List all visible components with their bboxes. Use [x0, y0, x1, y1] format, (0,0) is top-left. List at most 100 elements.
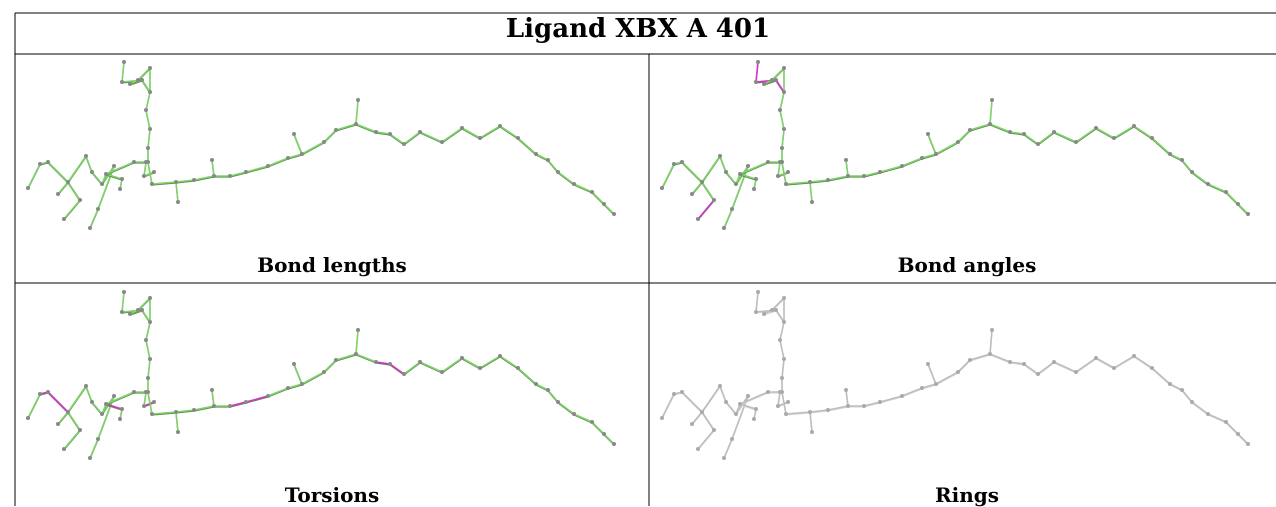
atom [696, 447, 700, 451]
bond [355, 99, 359, 125]
bond [809, 411, 813, 433]
bond [105, 173, 123, 180]
atom [132, 390, 136, 394]
atom [846, 404, 850, 408]
bond [89, 438, 99, 459]
atom [148, 66, 152, 70]
bond [725, 401, 737, 415]
atom [724, 170, 728, 174]
bond [461, 127, 481, 139]
flagged-bond [775, 79, 785, 93]
atom [148, 296, 152, 300]
bond-shadow [389, 134, 405, 146]
bond-shadow [1191, 172, 1209, 186]
bond [535, 383, 549, 391]
bond-shadow [969, 354, 991, 362]
bond [771, 297, 785, 311]
bond [145, 109, 151, 130]
atom [968, 358, 972, 362]
atom [84, 384, 88, 388]
atom [1074, 370, 1078, 374]
atom [778, 338, 782, 342]
bond [1181, 159, 1193, 173]
rings-panel [660, 290, 1250, 460]
atom [176, 200, 180, 204]
atom [810, 200, 814, 204]
atom [144, 338, 148, 342]
bond [499, 125, 519, 139]
bond [901, 157, 923, 167]
bond-shadow [785, 412, 811, 416]
atom [192, 408, 196, 412]
bond-shadow [1133, 356, 1153, 370]
atom [1022, 132, 1026, 136]
atom [762, 312, 766, 316]
bond-shadow [105, 162, 135, 176]
bond-shadow [1113, 126, 1135, 140]
bond [573, 183, 593, 193]
atom [174, 410, 178, 414]
atom [62, 447, 66, 451]
atom [754, 407, 758, 411]
atom [680, 390, 684, 394]
bond [691, 411, 703, 425]
bond [143, 391, 147, 407]
bond-shadow [921, 384, 937, 390]
bond [1169, 153, 1183, 161]
bond-shadow [739, 162, 769, 176]
atom [1206, 412, 1210, 416]
bond [301, 141, 325, 155]
atom [754, 80, 758, 84]
bond [145, 91, 151, 111]
atom [192, 178, 196, 182]
atom [516, 366, 520, 370]
atom [1052, 130, 1056, 134]
bond [121, 291, 125, 313]
atom [774, 78, 778, 82]
bond [781, 128, 785, 149]
caption-bond-angles: Bond angles [897, 253, 1037, 277]
torsions-panel [26, 290, 616, 460]
atom [756, 290, 760, 294]
bond-shadow [301, 372, 325, 386]
bond-shadow [267, 158, 289, 168]
atom [244, 170, 248, 174]
bond-shadow [193, 176, 215, 182]
bond-shadow [901, 388, 923, 398]
bond [927, 363, 937, 385]
atom [1206, 182, 1210, 186]
bond [105, 391, 135, 405]
bond [175, 411, 179, 433]
atom [46, 160, 50, 164]
bond [85, 385, 93, 403]
atom [244, 400, 248, 404]
atom [118, 187, 122, 191]
atom [322, 140, 326, 144]
bond-shadow [419, 362, 443, 374]
bond-shadow [827, 406, 849, 412]
atom [146, 376, 150, 380]
bond [147, 391, 153, 415]
bond [57, 411, 69, 425]
bond [777, 391, 781, 407]
atom [478, 366, 482, 370]
atom [808, 410, 812, 414]
atom [142, 174, 146, 178]
atom [440, 140, 444, 144]
atom [696, 217, 700, 221]
atom [354, 352, 358, 356]
atom [752, 417, 756, 421]
atom [988, 122, 992, 126]
bond-shadow [935, 142, 959, 156]
bond [681, 161, 703, 183]
bond-shadow [1075, 358, 1097, 374]
bond [229, 171, 247, 177]
atom [968, 128, 972, 132]
bond [461, 357, 481, 369]
atom [120, 177, 124, 181]
bond [691, 181, 703, 195]
atom [926, 132, 930, 136]
bond [67, 411, 81, 431]
bond-shadow [335, 124, 357, 132]
bond [739, 391, 769, 405]
